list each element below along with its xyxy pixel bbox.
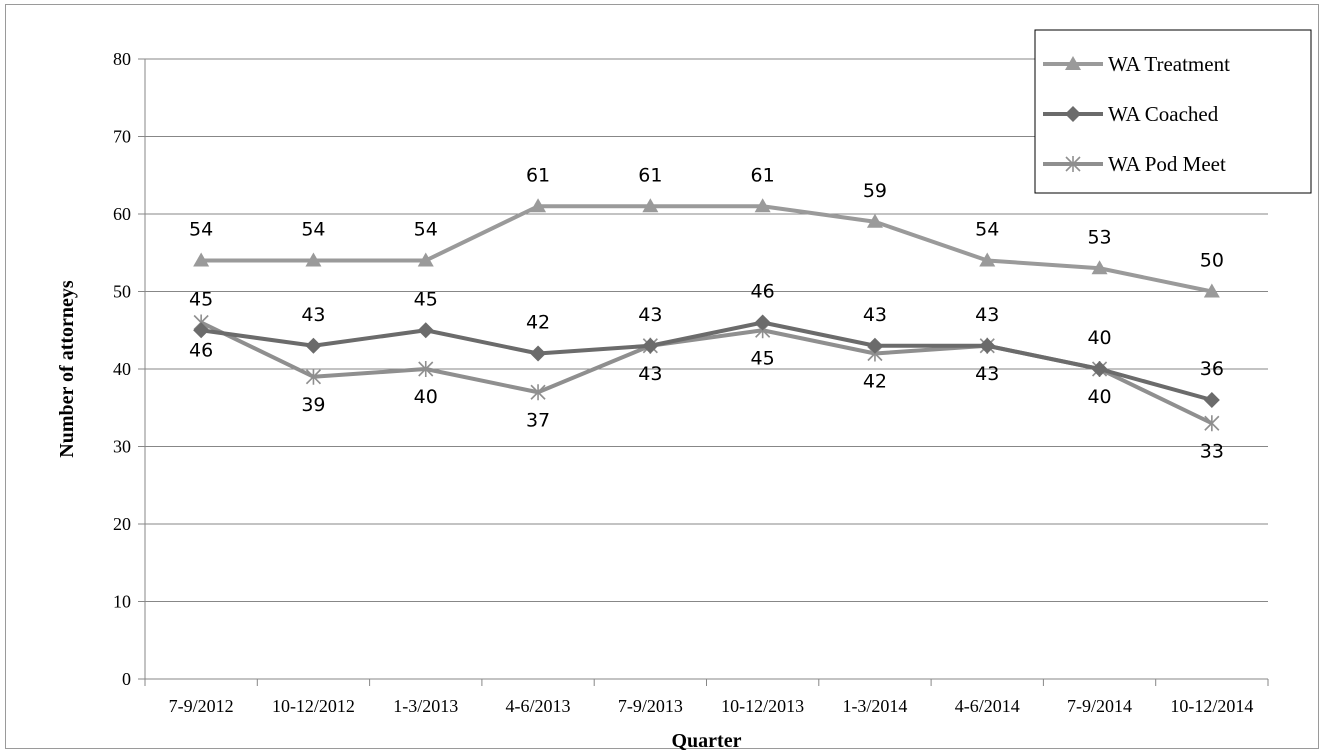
data-label: 43: [975, 304, 999, 326]
data-label: 43: [638, 304, 662, 326]
data-label: 40: [414, 386, 438, 408]
data-label: 45: [751, 347, 775, 369]
y-tick-label: 20: [113, 514, 131, 534]
series: [193, 198, 1220, 432]
x-tick-label: 10-12/2012: [272, 696, 355, 716]
data-label: 45: [414, 288, 438, 310]
data-label: 54: [301, 219, 325, 241]
x-tick-label: 4-6/2014: [955, 696, 1020, 716]
data-label: 42: [526, 312, 550, 334]
legend-label: WA Treatment: [1108, 52, 1230, 76]
diamond-marker: [193, 322, 210, 339]
legend-entry: WA Coached: [1043, 102, 1219, 126]
diamond-marker: [642, 337, 659, 354]
legend: WA Treatment WA Coached WA Pod Meet: [1034, 29, 1312, 194]
data-label: 50: [1200, 250, 1224, 272]
series-line: [201, 204, 1213, 294]
legend-label: WA Coached: [1108, 102, 1219, 126]
triangle-marker: [1065, 56, 1081, 70]
data-label: 46: [751, 281, 775, 303]
triangle-marker: [866, 213, 883, 228]
y-tick-label: 30: [113, 437, 131, 457]
legend-entry: WA Pod Meet: [1043, 152, 1226, 176]
axes: [144, 59, 1268, 680]
triangle-marker: [305, 252, 322, 267]
y-tick-label: 60: [113, 204, 131, 224]
y-tick-label: 70: [113, 127, 131, 147]
diamond-marker: [417, 322, 434, 339]
data-label: 54: [975, 219, 999, 241]
data-label: 43: [301, 304, 325, 326]
triangle-marker: [642, 198, 659, 213]
data-label: 46: [189, 340, 213, 362]
x-tick-label: 4-6/2013: [506, 696, 571, 716]
diamond-marker: [1203, 392, 1220, 408]
series-wa-treatment: [193, 198, 1220, 298]
asterisk-marker: [530, 384, 546, 401]
data-label: 54: [189, 219, 213, 241]
asterisk-marker: [305, 368, 322, 385]
triangle-marker: [417, 252, 434, 267]
data-label: 59: [863, 180, 887, 202]
data-label: 53: [1087, 226, 1111, 248]
triangle-marker: [193, 252, 210, 267]
series-wa-pod-meet: [193, 314, 1220, 432]
x-tick-label: 7-9/2012: [169, 696, 234, 716]
y-tick-label: 0: [122, 669, 131, 689]
data-label: 33: [1200, 440, 1224, 462]
diamond-marker: [754, 314, 771, 331]
data-label: 43: [638, 363, 662, 385]
data-label: 45: [189, 288, 213, 310]
triangle-marker: [1091, 260, 1108, 275]
x-tick-labels: 7-9/2012 10-12/2012 1-3/2013 4-6/2013 7-9/20…: [169, 696, 1254, 716]
data-label: 36: [1200, 358, 1224, 380]
x-tick-label: 7-9/2014: [1067, 696, 1132, 716]
x-axis-title: Quarter: [672, 730, 742, 752]
diamond-marker: [1091, 361, 1108, 377]
series-line: [200, 320, 1213, 426]
data-label: 43: [975, 363, 999, 385]
y-tick-label: 50: [113, 282, 131, 302]
diamond-marker: [866, 337, 883, 354]
data-labels: 54 54 54 61 61 61 59 54 53 50 45 43 45 42 43 46 43 43 40 36…: [189, 164, 1224, 462]
triangle-marker: [754, 198, 771, 213]
y-tick-labels: 0 10 20 30 40 50 60 70 80: [113, 49, 131, 689]
asterisk-marker: [1065, 156, 1081, 172]
legend-label: WA Pod Meet: [1108, 152, 1226, 176]
data-label: 42: [863, 371, 887, 393]
diamond-marker: [979, 337, 996, 354]
data-label: 37: [526, 409, 550, 431]
x-tick-label: 10-12/2014: [1170, 696, 1253, 716]
data-label: 61: [526, 164, 550, 186]
data-label: 61: [638, 164, 662, 186]
y-tick-label: 10: [113, 592, 131, 612]
y-axis-title: Number of attorneys: [56, 280, 78, 458]
data-label: 39: [301, 394, 325, 416]
diamond-marker: [305, 337, 322, 354]
triangle-marker: [530, 198, 547, 213]
x-tick-label: 10-12/2013: [721, 696, 804, 716]
triangle-marker: [1203, 283, 1220, 298]
series-line: [200, 320, 1213, 402]
x-tick-label: 7-9/2013: [618, 696, 683, 716]
asterisk-marker: [418, 361, 434, 377]
legend-entry: WA Treatment: [1043, 52, 1230, 76]
y-tick-label: 80: [113, 49, 131, 69]
data-label: 43: [863, 304, 887, 326]
series-wa-coached: [193, 314, 1220, 408]
y-tick-label: 40: [113, 359, 131, 379]
data-label: 61: [751, 164, 775, 186]
diamond-marker: [530, 345, 547, 362]
x-tick-label: 1-3/2013: [393, 696, 458, 716]
triangle-marker: [979, 252, 996, 267]
data-label: 54: [414, 219, 438, 241]
data-label: 40: [1087, 386, 1111, 408]
asterisk-marker: [1204, 415, 1220, 432]
data-label: 40: [1087, 327, 1111, 349]
diamond-marker: [1065, 106, 1081, 122]
x-tick-label: 1-3/2014: [842, 696, 907, 716]
